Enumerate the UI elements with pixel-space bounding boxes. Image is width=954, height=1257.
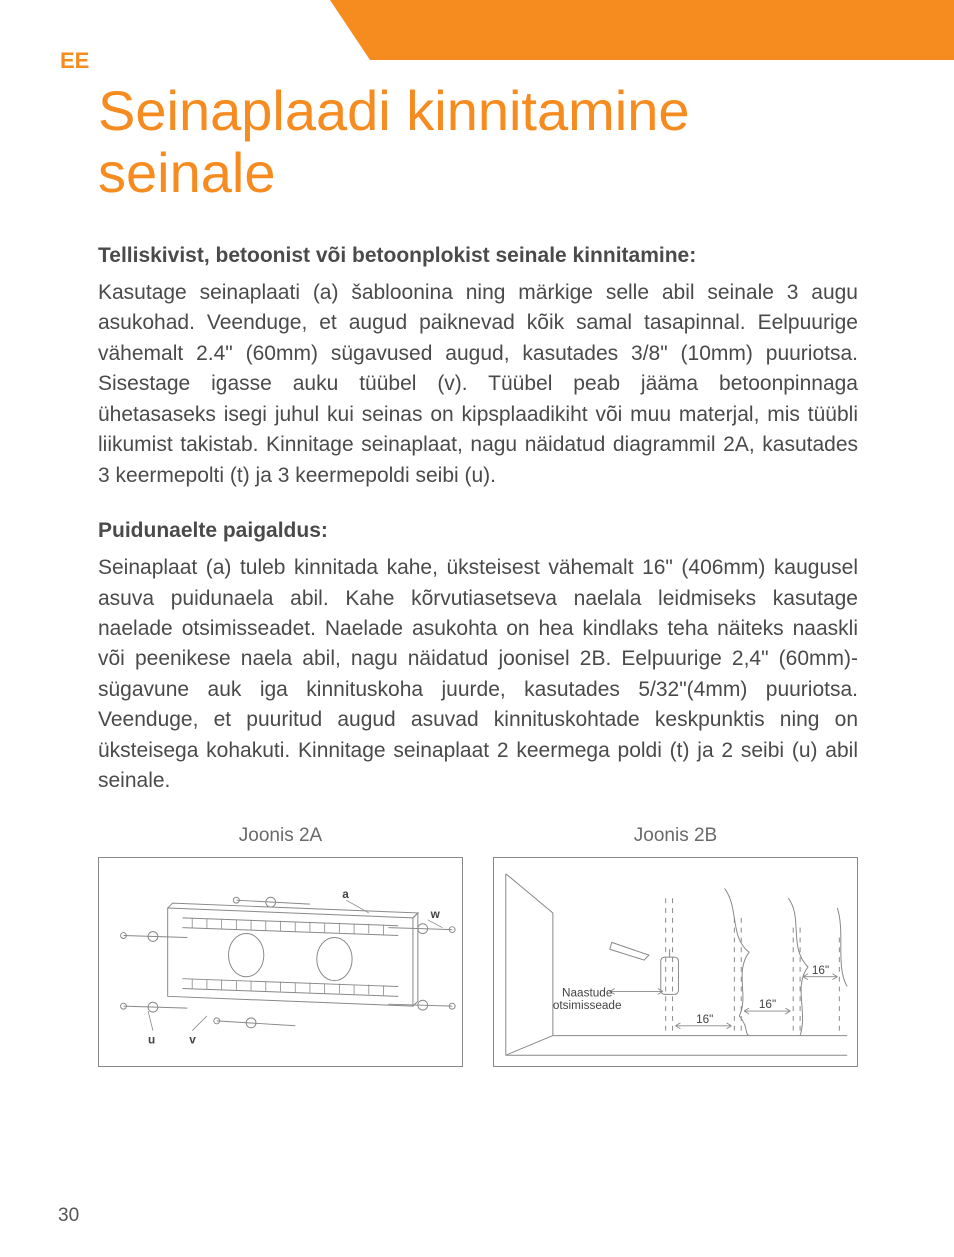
page-title: Seinaplaadi kinnitamine seinale [98, 80, 858, 203]
figure-2b-box: Naastude otsimisseade 16" 16" 16" [493, 857, 858, 1067]
fig2a-label-a: a [342, 888, 349, 901]
fig2b-studfinder-line1: Naastude [562, 986, 613, 999]
figure-2b-caption: Joonis 2B [493, 825, 858, 847]
fig2b-spacing-2: 16" [759, 998, 776, 1011]
section2-heading: Puidunaelte paigaldus: [98, 519, 858, 543]
figure-2a-box: a w u v [98, 857, 463, 1067]
content-area: Telliskivist, betoonist või betoonplokis… [98, 244, 858, 1067]
fig2a-label-u: u [148, 1033, 155, 1046]
fig2b-studfinder-line2: otsimisseade [553, 999, 622, 1012]
fig2b-spacing-1: 16" [696, 1012, 713, 1025]
figure-2a: Joonis 2A [98, 825, 463, 1067]
section2-body: Seinaplaat (a) tuleb kinnitada kahe, üks… [98, 553, 858, 797]
fig2a-label-v: v [189, 1033, 196, 1046]
fig2b-spacing-3: 16" [812, 963, 829, 976]
figure-2b: Joonis 2B [493, 825, 858, 1067]
section1-heading: Telliskivist, betoonist või betoonplokis… [98, 244, 858, 268]
figure-2a-caption: Joonis 2A [98, 825, 463, 847]
fig2a-label-w: w [430, 907, 441, 920]
header-bar [0, 0, 954, 60]
language-code: EE [60, 48, 89, 74]
section1-body: Kasutage seinaplaati (a) šabloonina ning… [98, 278, 858, 491]
page-number: 30 [58, 1205, 79, 1227]
figures-row: Joonis 2A [98, 825, 858, 1067]
